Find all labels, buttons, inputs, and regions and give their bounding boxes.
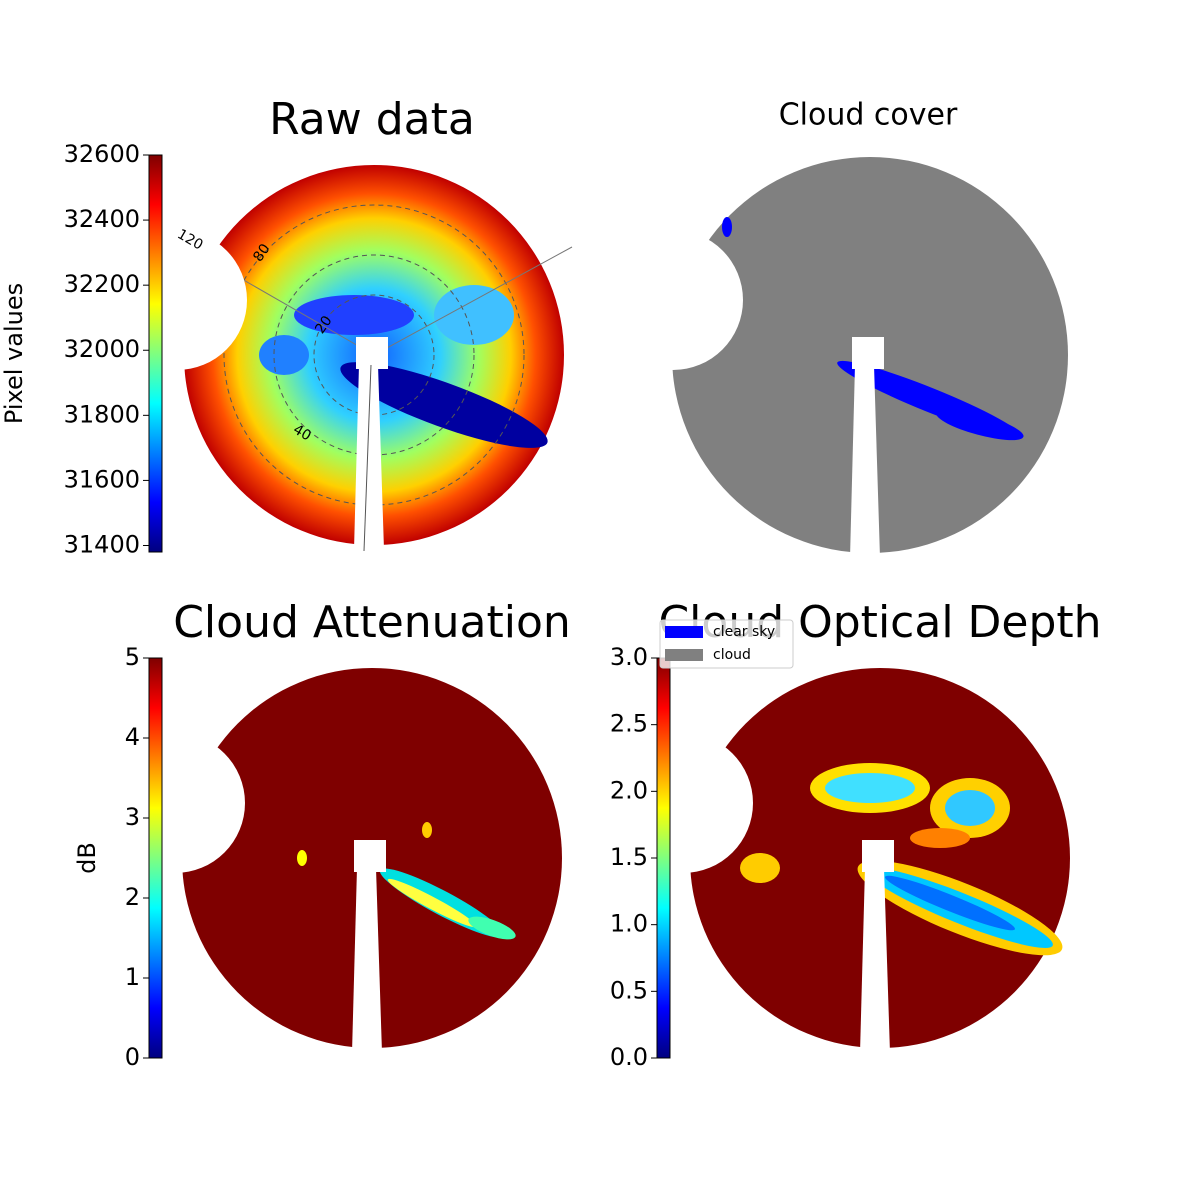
legend-swatch [665, 649, 703, 661]
cloud-feature [885, 875, 1015, 931]
polar-axis [363, 364, 372, 552]
cloud-feature [387, 878, 477, 928]
mask-center [356, 337, 388, 369]
colorbar-tick-label: 2.5 [610, 710, 648, 738]
cloud-feature [434, 285, 514, 345]
colorbar [656, 657, 671, 1059]
colorbar-tick-label: 0.5 [610, 976, 648, 1004]
sky-image [603, 157, 1068, 558]
colorbar-label: dB [73, 842, 101, 874]
panel-title: Raw data [269, 94, 475, 145]
colorbar-tick-label: 5 [125, 643, 140, 671]
mask-wedge [352, 868, 382, 1053]
colorbar-label: Pixel values [0, 283, 28, 424]
polar-axis [373, 246, 573, 356]
cloud-feature [936, 409, 1024, 441]
mask-cutout [613, 733, 753, 873]
cloud-feature [294, 295, 414, 335]
mask-wedge [850, 365, 880, 558]
colorbar-tick-label: 1.5 [610, 843, 648, 871]
sky-image [613, 668, 1070, 1053]
colorbar-tick-label: 3.0 [610, 643, 648, 671]
mask-cutout [603, 230, 743, 370]
mask-wedge [354, 365, 384, 550]
colorbar-tick-label: 31600 [64, 465, 140, 493]
mask-center [862, 840, 894, 872]
mask-center [354, 840, 386, 872]
mask-center [852, 337, 884, 369]
mask-cutout [105, 733, 245, 873]
colorbar-tick-label: 4 [125, 723, 140, 751]
colorbar-tick-label: 31800 [64, 400, 140, 428]
panel-title: Cloud Attenuation [173, 597, 571, 648]
colorbar-tick-label: 3 [125, 803, 140, 831]
sky-image [107, 165, 573, 552]
cloud-feature [910, 828, 970, 848]
legend-label: cloud [713, 647, 751, 663]
colorbar-tick-label: 32200 [64, 270, 140, 298]
colorbar-tick-label: 32600 [64, 140, 140, 168]
colorbar-tick-label: 2.0 [610, 776, 648, 804]
colorbar [148, 657, 163, 1059]
cloud-feature [722, 217, 732, 237]
polar-label: 40 [290, 422, 313, 445]
colorbar-tick-label: 32000 [64, 335, 140, 363]
colorbar-tick-label: 31400 [64, 530, 140, 558]
cloud-feature [945, 790, 995, 826]
legend-label: clear sky [713, 624, 775, 640]
colorbar-tick-label: 0.0 [610, 1043, 648, 1071]
cloud-feature [740, 853, 780, 883]
colorbar [148, 154, 163, 553]
colorbar-tick-label: 32400 [64, 205, 140, 233]
sky-image [105, 668, 562, 1053]
cloud-feature [259, 335, 309, 375]
colorbar-tick-label: 1 [125, 963, 140, 991]
cloud-feature [340, 362, 548, 448]
colorbar-tick-label: 2 [125, 883, 140, 911]
colorbar-tick-label: 0 [125, 1043, 140, 1071]
legend-swatch [665, 626, 703, 638]
cloud-feature [297, 850, 307, 866]
mask-cutout [107, 230, 247, 370]
cloud-feature [468, 916, 516, 940]
cloud-feature [422, 822, 432, 838]
cloud-feature [825, 773, 915, 803]
panel-title: Cloud cover [779, 98, 958, 133]
mask-wedge [860, 868, 890, 1053]
colorbar-tick-label: 1.0 [610, 910, 648, 938]
